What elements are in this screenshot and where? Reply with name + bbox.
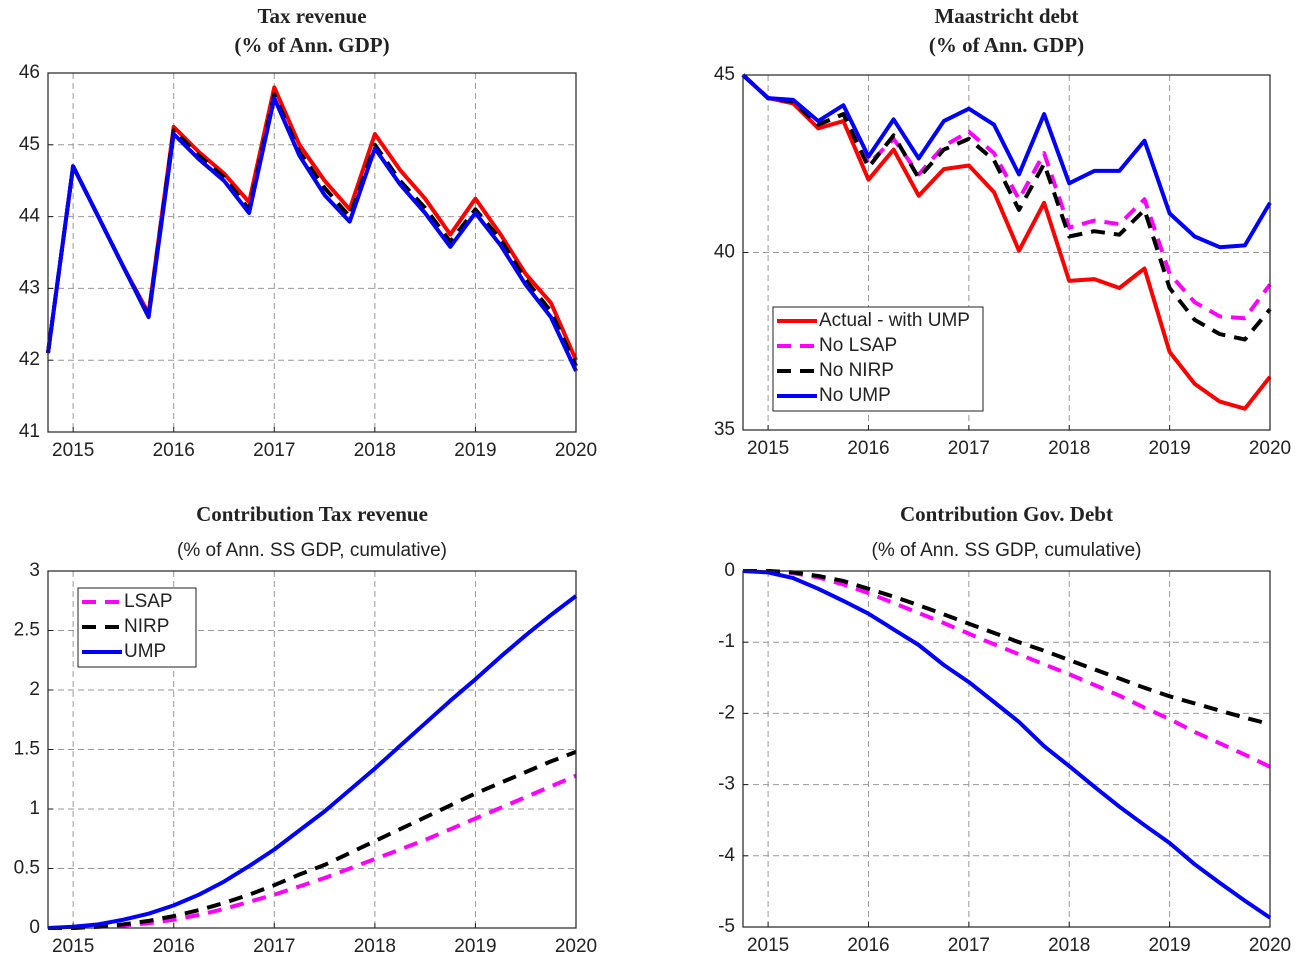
legend: LSAP NIRP UMP — [77, 587, 197, 668]
x-tick-label: 2020 — [1249, 438, 1291, 459]
y-tick-label: -4 — [718, 845, 735, 866]
series-line — [47, 594, 578, 930]
y-tick-label: 44 — [19, 206, 41, 227]
x-tick-label: 2019 — [1148, 935, 1190, 956]
legend-label: LSAP — [124, 591, 173, 612]
x-tick-label: 2015 — [52, 440, 94, 461]
chart-title: Contribution Gov. Debt — [900, 502, 1113, 526]
series-line — [742, 569, 1272, 920]
legend-label: No NIRP — [819, 360, 894, 381]
x-tick-label: 2016 — [153, 440, 195, 461]
x-tick-label: 2016 — [153, 936, 195, 957]
series-line — [741, 73, 1272, 250]
x-tick-label: 2020 — [555, 440, 597, 461]
y-tick-label: -3 — [718, 774, 735, 795]
x-tick-label: 2019 — [454, 936, 496, 957]
series-line — [743, 569, 1271, 769]
x-tick-label: 2016 — [847, 438, 889, 459]
panel: Maastricht debt (% of Ann. GDP) 35 40 45 2015… — [714, 4, 1291, 459]
y-tick-label: 0 — [29, 917, 40, 938]
x-tick-label: 2017 — [253, 440, 295, 461]
series-line — [46, 85, 578, 362]
y-tick-label: -2 — [718, 702, 735, 723]
x-tick-label: 2020 — [555, 936, 597, 957]
x-tick-label: 2017 — [253, 936, 295, 957]
series-line — [743, 569, 1271, 727]
legend-label: NIRP — [124, 616, 169, 637]
chart-subtitle: (% of Ann. GDP) — [234, 33, 389, 57]
y-tick-label: 43 — [19, 277, 40, 298]
chart-title: Maastricht debt — [934, 4, 1078, 28]
y-tick-label: 1 — [29, 798, 40, 819]
plot-frame — [742, 570, 1271, 928]
chart-subtitle: (% of Ann. SS GDP, cumulative) — [177, 540, 447, 561]
y-tick-label: -1 — [718, 631, 735, 652]
plot-frame — [47, 72, 577, 433]
series-line — [741, 73, 1272, 342]
series-line — [741, 73, 1272, 321]
legend-label: UMP — [124, 641, 166, 662]
legend-label: No LSAP — [819, 335, 897, 356]
panel: Contribution Gov. Debt (% of Ann. SS GDP,… — [718, 502, 1291, 956]
plot-frame — [742, 74, 1271, 431]
legend-box — [772, 306, 984, 412]
y-tick-label: 45 — [19, 134, 40, 155]
legend: Actual - with UMP No LSAP No NIRP No UMP — [772, 306, 984, 412]
y-tick-label: 41 — [19, 421, 40, 442]
y-tick-label: 46 — [19, 62, 40, 83]
plot-frame — [47, 570, 577, 929]
series-line — [46, 96, 578, 372]
y-tick-label: 42 — [19, 349, 40, 370]
y-tick-label: 2.5 — [14, 620, 40, 641]
series-line — [48, 750, 577, 930]
panel: Contribution Tax revenue (% of Ann. SS GD… — [14, 502, 598, 957]
series-line — [741, 73, 1272, 411]
x-tick-label: 2019 — [454, 440, 496, 461]
legend-label: Actual - with UMP — [819, 310, 970, 331]
series-line — [48, 773, 577, 930]
y-tick-label: 2 — [29, 679, 40, 700]
x-tick-label: 2017 — [948, 438, 990, 459]
chart-subtitle: (% of Ann. SS GDP, cumulative) — [872, 540, 1142, 561]
y-tick-label: 45 — [714, 64, 735, 85]
y-tick-label: 3 — [29, 560, 40, 581]
x-tick-label: 2018 — [354, 936, 396, 957]
x-tick-label: 2018 — [1048, 438, 1090, 459]
y-tick-label: 35 — [714, 419, 735, 440]
chart-title: Contribution Tax revenue — [196, 502, 428, 526]
y-tick-label: 40 — [714, 242, 735, 263]
x-tick-label: 2016 — [847, 935, 889, 956]
legend-label: No UMP — [819, 385, 891, 406]
y-tick-label: -5 — [718, 916, 735, 937]
x-tick-label: 2015 — [747, 438, 789, 459]
x-tick-label: 2015 — [52, 936, 94, 957]
chart-subtitle: (% of Ann. GDP) — [929, 33, 1084, 57]
x-tick-label: 2018 — [1048, 935, 1090, 956]
x-tick-label: 2019 — [1148, 438, 1190, 459]
x-tick-label: 2017 — [948, 935, 990, 956]
panel: Tax revenue (% of Ann. GDP) 41 42 43 44 45 46 20… — [19, 4, 597, 461]
x-tick-label: 2015 — [747, 935, 789, 956]
y-tick-label: 0.5 — [14, 858, 40, 879]
y-tick-label: 1.5 — [14, 739, 40, 760]
y-tick-label: 0 — [724, 560, 735, 581]
x-tick-label: 2020 — [1249, 935, 1291, 956]
x-tick-label: 2018 — [354, 440, 396, 461]
chart-title: Tax revenue — [257, 4, 366, 28]
